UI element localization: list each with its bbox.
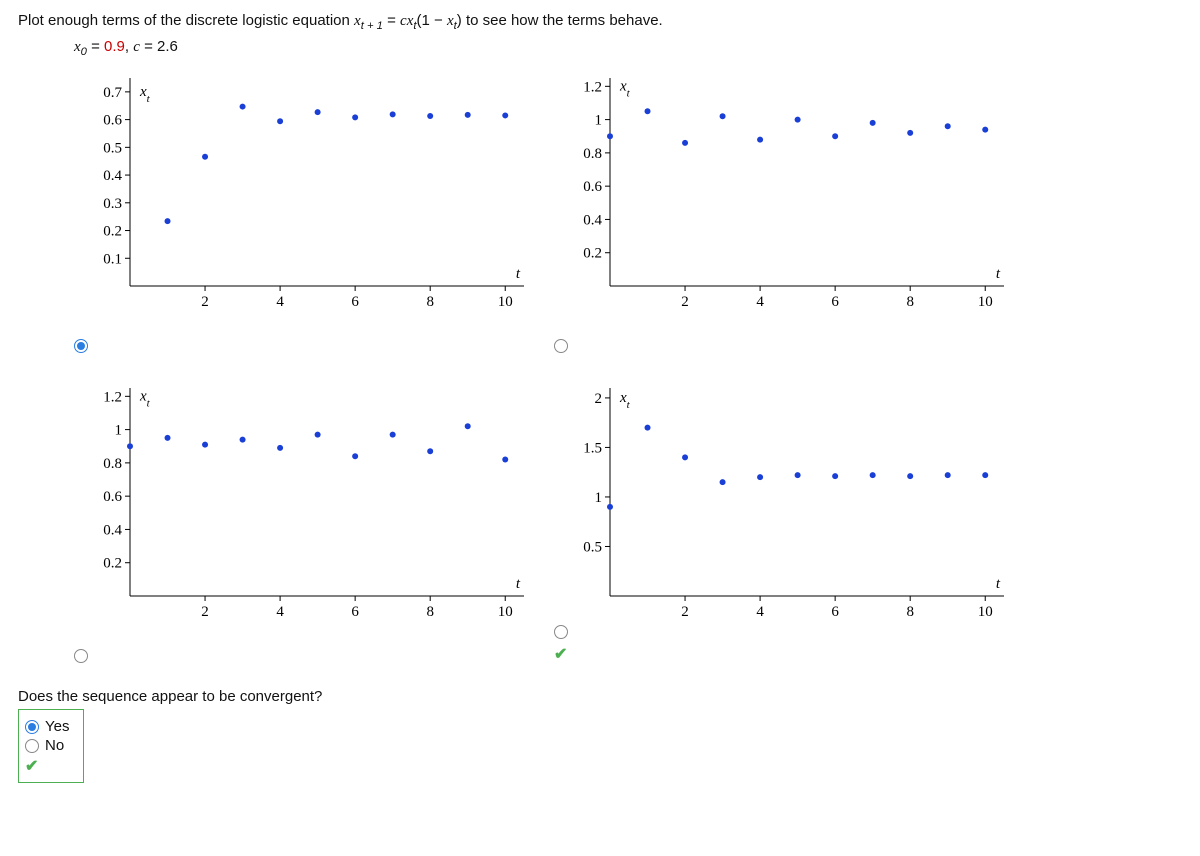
svg-text:6: 6 [831, 294, 839, 310]
charts-grid: 2 4 6 8 10 0.1 0.2 0.3 0.4 0.5 0.6 0.7 xt t 2 4 6 8 10 0.2 0… [74, 70, 1182, 660]
svg-text:t: t [516, 576, 521, 592]
scatter-plot: 2 4 6 8 10 0.5 1 1.5 2 xt t [554, 380, 1014, 630]
svg-text:t: t [516, 266, 521, 282]
chart-radio-C[interactable] [74, 649, 88, 663]
svg-text:1: 1 [115, 423, 123, 439]
svg-text:0.5: 0.5 [103, 140, 122, 156]
radio-yes[interactable] [25, 720, 39, 734]
c-val: 2.6 [157, 38, 178, 55]
svg-text:1: 1 [595, 113, 603, 129]
svg-text:t: t [996, 576, 1001, 592]
svg-text:4: 4 [756, 604, 764, 620]
q-suffix: to see how the terms behave. [466, 12, 663, 29]
svg-text:2: 2 [201, 294, 209, 310]
chart-radio-D[interactable] [554, 625, 568, 639]
svg-text:2: 2 [595, 391, 603, 407]
svg-text:10: 10 [978, 294, 993, 310]
svg-text:8: 8 [906, 294, 914, 310]
sep: , [125, 38, 133, 55]
chart-option-B[interactable]: 2 4 6 8 10 0.2 0.4 0.6 0.8 1 1.2 xt t [554, 70, 1034, 350]
svg-text:0.6: 0.6 [103, 113, 122, 129]
svg-text:0.2: 0.2 [103, 556, 122, 572]
svg-text:0.5: 0.5 [583, 539, 602, 555]
q2-text: Does the sequence appear to be convergen… [18, 688, 1182, 705]
svg-text:0.4: 0.4 [103, 522, 122, 538]
check-icon: ✔ [554, 646, 567, 663]
eq-lhs-var: x [354, 13, 361, 29]
svg-text:8: 8 [906, 604, 914, 620]
svg-text:0.4: 0.4 [583, 212, 602, 228]
svg-text:10: 10 [498, 604, 513, 620]
svg-text:4: 4 [756, 294, 764, 310]
scatter-plot: 2 4 6 8 10 0.1 0.2 0.3 0.4 0.5 0.6 0.7 xt t [74, 70, 534, 320]
parameters: x0 = 0.9, c = 2.6 [74, 38, 1182, 58]
svg-text:8: 8 [426, 604, 434, 620]
svg-text:0.3: 0.3 [103, 196, 122, 212]
svg-text:0.7: 0.7 [103, 85, 122, 101]
svg-text:1.2: 1.2 [583, 79, 602, 95]
svg-text:xt: xt [619, 390, 631, 411]
x0-var: x [74, 39, 81, 55]
svg-text:0.4: 0.4 [103, 168, 122, 184]
svg-text:0.2: 0.2 [583, 246, 602, 262]
eq-x2: x [447, 13, 454, 29]
svg-text:0.6: 0.6 [103, 489, 122, 505]
svg-text:t: t [996, 266, 1001, 282]
svg-text:4: 4 [276, 294, 284, 310]
svg-text:0.2: 0.2 [103, 224, 122, 240]
chart-radio-A[interactable] [74, 339, 88, 353]
svg-text:6: 6 [831, 604, 839, 620]
svg-text:0.8: 0.8 [583, 146, 602, 162]
chart-option-C[interactable]: 2 4 6 8 10 0.2 0.4 0.6 0.8 1 1.2 xt t [74, 380, 554, 660]
c-label: c [133, 39, 140, 55]
svg-text:xt: xt [139, 388, 151, 409]
eq-eq: = [387, 12, 400, 29]
svg-text:2: 2 [681, 604, 689, 620]
check-icon: ✔ [25, 756, 38, 776]
chart-option-D[interactable]: 2 4 6 8 10 0.5 1 1.5 2 xt t ✔ [554, 380, 1034, 660]
svg-text:1.5: 1.5 [583, 440, 602, 456]
svg-text:0.8: 0.8 [103, 456, 122, 472]
q-prefix: Plot enough terms of the discrete logist… [18, 12, 354, 29]
svg-text:1.2: 1.2 [103, 389, 122, 405]
radio-no[interactable] [25, 739, 39, 753]
chart-option-A[interactable]: 2 4 6 8 10 0.1 0.2 0.3 0.4 0.5 0.6 0.7 xt t [74, 70, 554, 350]
c-eq: = [140, 38, 157, 55]
svg-text:8: 8 [426, 294, 434, 310]
svg-text:1: 1 [595, 490, 603, 506]
eq-close: ) [457, 12, 462, 29]
chart-radio-B[interactable] [554, 339, 568, 353]
svg-text:0.1: 0.1 [103, 251, 122, 267]
no-label: No [45, 737, 64, 754]
svg-text:xt: xt [139, 84, 151, 105]
scatter-plot: 2 4 6 8 10 0.2 0.4 0.6 0.8 1 1.2 xt t [74, 380, 534, 630]
eq-c: c [400, 13, 407, 29]
x0-val: 0.9 [104, 38, 125, 55]
scatter-plot: 2 4 6 8 10 0.2 0.4 0.6 0.8 1 1.2 xt t [554, 70, 1014, 320]
svg-text:10: 10 [978, 604, 993, 620]
question-text: Plot enough terms of the discrete logist… [18, 12, 1182, 32]
svg-text:2: 2 [201, 604, 209, 620]
x0-eq: = [87, 38, 104, 55]
svg-text:4: 4 [276, 604, 284, 620]
eq-paren: (1 − [417, 12, 447, 29]
svg-text:0.6: 0.6 [583, 179, 602, 195]
eq-lhs-sub: t + 1 [361, 20, 383, 32]
svg-text:xt: xt [619, 78, 631, 99]
svg-text:6: 6 [351, 294, 359, 310]
svg-text:6: 6 [351, 604, 359, 620]
answer-box: Yes No ✔ [18, 709, 84, 783]
svg-text:2: 2 [681, 294, 689, 310]
convergent-question: Does the sequence appear to be convergen… [18, 688, 1182, 783]
yes-label: Yes [45, 718, 69, 735]
svg-text:10: 10 [498, 294, 513, 310]
